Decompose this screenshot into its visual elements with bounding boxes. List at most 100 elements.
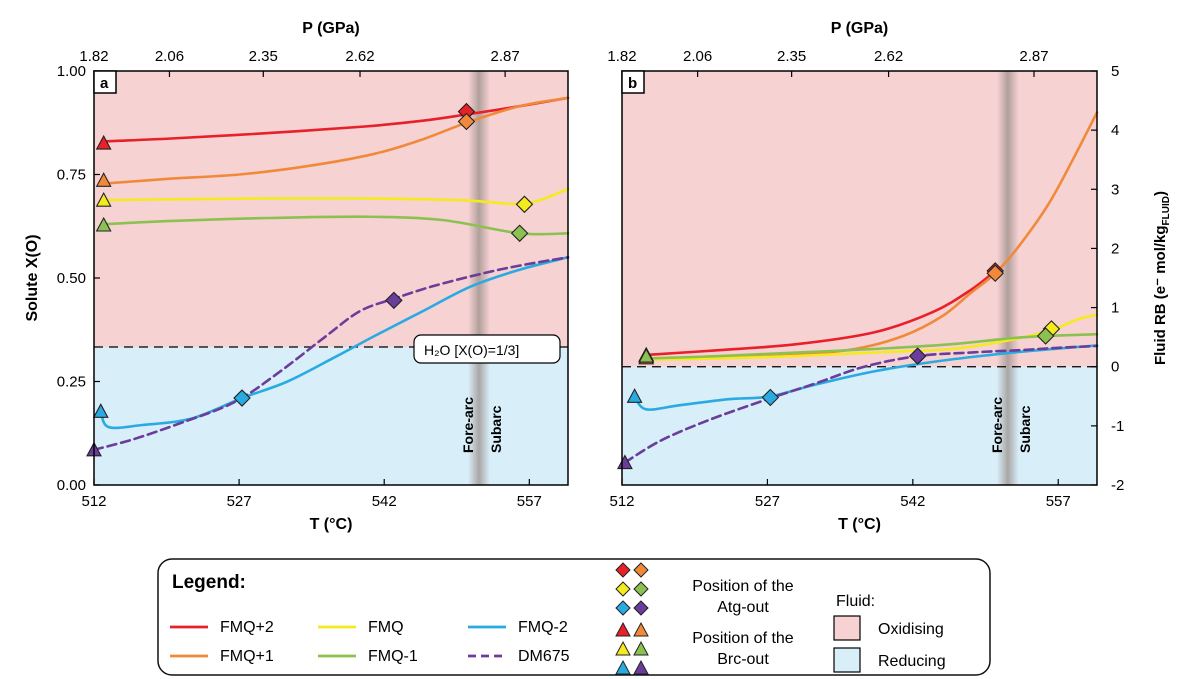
legend-label: FMQ+1	[220, 648, 274, 665]
legend-label: FMQ-1	[368, 648, 418, 665]
atg-out-marker-fmqplus1	[457, 112, 476, 131]
atg-out-marker-fmqminus1	[510, 224, 529, 243]
y-tick-label: 0.50	[57, 270, 86, 287]
x2-axis-title-a: P (GPa)	[302, 20, 360, 37]
x2-tick-label: 1.82	[79, 48, 108, 65]
brc-out-marker-fmqplus1	[95, 172, 112, 187]
y-axis-title-b-main: Fluid RB (e⁻ mol/kg	[1152, 225, 1169, 365]
atg-out-marker-fmqminus1	[1036, 327, 1055, 345]
y-tick-label: 0.75	[57, 167, 86, 184]
y-tick-label: 5	[1111, 63, 1119, 80]
forearc-label-a: Fore-arc	[460, 397, 476, 453]
subarc-label-b: Subarc	[1017, 405, 1033, 453]
subarc-label-a: Subarc	[488, 405, 504, 453]
atg-out-marker-dm675	[385, 291, 403, 310]
panel-a: 512 527 542 557 1.82 2.06 2.35 2.62 2.87 0.00 0.25…	[24, 20, 570, 533]
series-line-dm675	[92, 256, 570, 452]
x2-tick-label: 2.35	[249, 48, 278, 65]
x2-tick-label: 2.87	[1019, 48, 1048, 65]
y-tick-label: 1	[1111, 300, 1119, 317]
panel-letter-b: b	[628, 75, 637, 92]
y-tick-label: -2	[1111, 477, 1124, 494]
y-axis-title-b-sub: FLUID	[1161, 196, 1172, 225]
y-axis-title-b-end: )	[1152, 191, 1169, 196]
x-tick-label: 512	[609, 493, 634, 510]
brc-out-marker-fmq	[95, 192, 112, 207]
markers-group-a	[86, 102, 534, 457]
x2-tick-label: 2.06	[155, 48, 184, 65]
legend-atg-label-1: Position of the	[692, 578, 794, 595]
x2-tick-label: 2.35	[777, 48, 806, 65]
series-line-fmqminus2	[99, 256, 570, 430]
transition-band-a	[468, 71, 491, 485]
brc-out-marker-fmqminus1	[638, 347, 655, 363]
legend-brc-marker	[633, 640, 649, 656]
legend-oxidising-label: Oxidising	[878, 621, 944, 638]
ticks-a: 512 527 542 557 1.82 2.06 2.35 2.62 2.87 0.00 0.25…	[57, 48, 542, 510]
x-tick-label: 512	[81, 493, 106, 510]
x-axis-title-b: T (°C)	[838, 516, 881, 533]
legend-atg-marker	[615, 562, 631, 578]
legend: Legend: FMQ+2 FMQ FMQ-2 FMQ+1 FMQ-1 DM675 Pos…	[157, 558, 991, 676]
y-axis-title-a: Solute X(O)	[24, 234, 41, 321]
legend-brc-label-2: Brc-out	[717, 651, 769, 668]
transition-band-b	[996, 71, 1019, 485]
atg-out-marker-fmqplus1	[986, 264, 1004, 283]
legend-brc-markers	[615, 621, 649, 675]
y-tick-label: 4	[1111, 122, 1119, 139]
legend-atg-marker	[615, 600, 631, 616]
forearc-label-b: Fore-arc	[989, 397, 1005, 453]
y-axis-title-b: Fluid RB (e⁻ mol/kgFLUID)	[1152, 191, 1172, 365]
atg-out-marker-fmqminus2	[233, 389, 251, 407]
legend-atg-markers	[615, 562, 649, 616]
series-line-dm675	[623, 344, 1099, 464]
atg-out-marker-fmq	[515, 195, 534, 214]
x-tick-label: 557	[1046, 493, 1071, 510]
x-tick-label: 557	[517, 493, 542, 510]
legend-frame	[157, 558, 991, 676]
legend-title: Legend:	[172, 572, 246, 593]
legend-brc-marker	[615, 621, 631, 637]
legend-oxidising-swatch	[833, 615, 861, 641]
legend-brc-marker	[633, 659, 649, 675]
water-label-box	[413, 334, 561, 364]
x2-tick-label: 2.62	[874, 48, 903, 65]
legend-atg-marker	[615, 581, 631, 597]
x-axis-title-a: T (°C)	[310, 516, 353, 533]
y-tick-label: 1.00	[57, 63, 86, 80]
legend-brc-marker	[633, 621, 649, 637]
y-tick-label: 0	[1111, 359, 1119, 376]
brc-out-marker-fmqminus2	[626, 388, 643, 403]
legend-label: FMQ-2	[518, 619, 568, 636]
plot-frame-b	[621, 70, 1098, 486]
x-tick-label: 527	[755, 493, 780, 510]
legend-brc-marker	[615, 659, 631, 675]
legend-brc-label-1: Position of the	[692, 630, 794, 647]
y-tick-label: 0.25	[57, 374, 86, 391]
panel-letter-a: a	[100, 75, 109, 92]
brc-out-marker-fmqminus1	[95, 216, 112, 232]
series-line-fmqplus2	[644, 269, 997, 357]
series-line-fmqplus1	[102, 96, 570, 185]
x2-tick-label: 2.87	[491, 48, 520, 65]
legend-fluid-title: Fluid:	[836, 593, 875, 610]
legend-series: FMQ+2 FMQ FMQ-2 FMQ+1 FMQ-1 DM675	[170, 619, 570, 665]
legend-reducing-swatch	[833, 647, 861, 673]
panel-letter-box-a	[93, 70, 117, 94]
x2-axis-title-b: P (GPa)	[831, 20, 889, 37]
legend-atg-marker	[633, 600, 649, 616]
legend-brc-marker	[615, 640, 631, 656]
legend-label: FMQ+2	[220, 619, 274, 636]
y-tick-label: 0.00	[57, 477, 86, 494]
legend-label: DM675	[518, 648, 570, 665]
legend-atg-marker	[633, 562, 649, 578]
legend-reducing-label: Reducing	[878, 653, 946, 670]
series-line-fmq	[644, 313, 1099, 361]
x2-tick-label: 1.82	[607, 48, 636, 65]
brc-out-marker-fmqplus2	[95, 134, 112, 150]
legend-atg-marker	[633, 581, 649, 597]
oxidising-region-b	[622, 71, 1097, 367]
x-tick-label: 542	[372, 493, 397, 510]
water-label: H₂O [X(O)=1/3]	[424, 342, 519, 358]
legend-label: FMQ	[368, 619, 404, 636]
